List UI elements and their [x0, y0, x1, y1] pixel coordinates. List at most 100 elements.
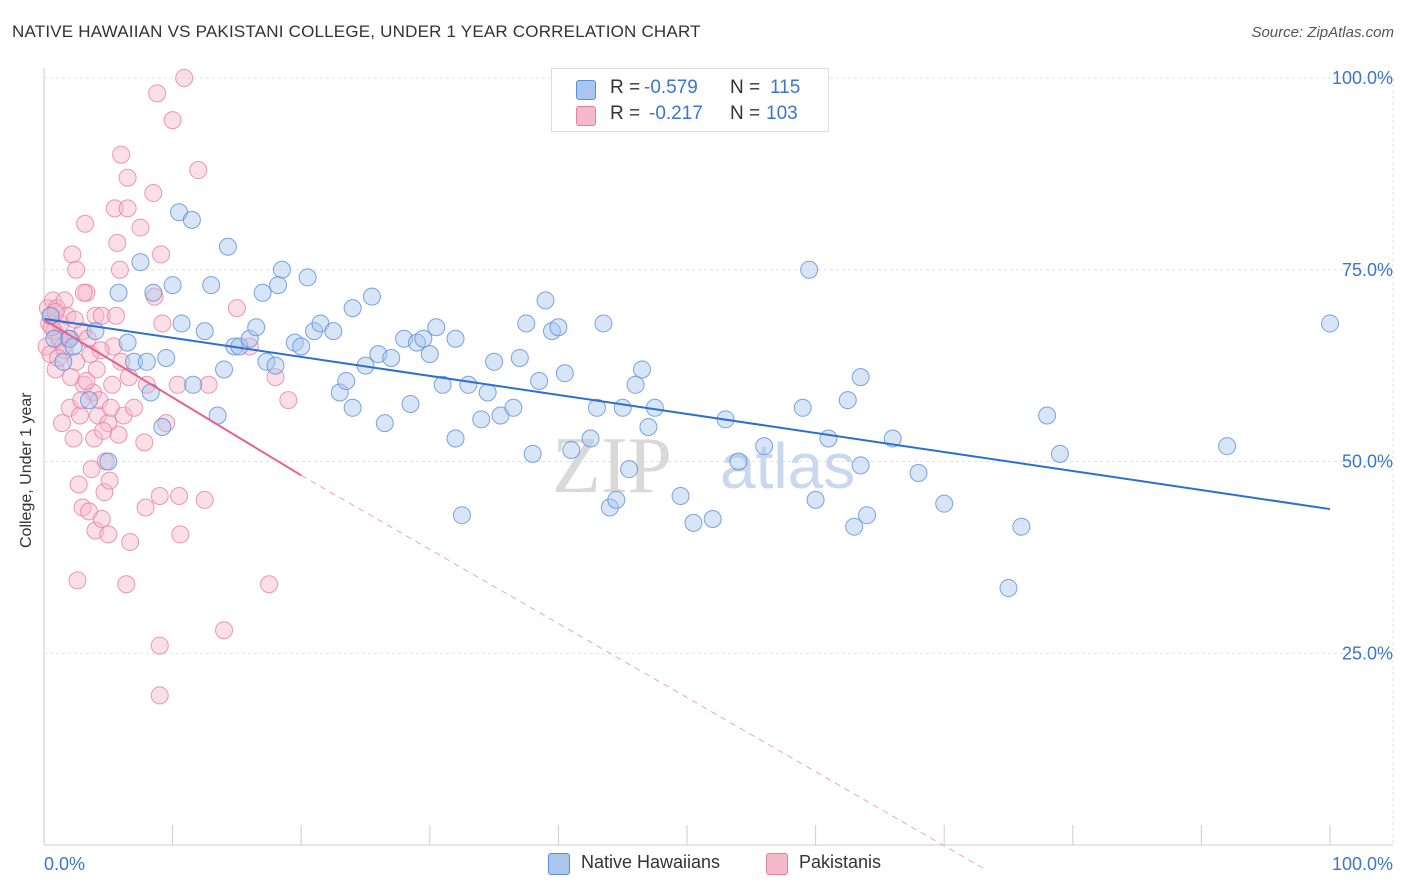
native-hawaiian-point	[613, 398, 632, 417]
native-hawaiian-point	[125, 352, 144, 371]
chart-source: Source: ZipAtlas.com	[1251, 24, 1394, 41]
pakistani-point	[121, 533, 140, 552]
pakistani-point	[125, 398, 144, 417]
native-hawaiian-point	[510, 348, 529, 367]
pakistani-point	[74, 283, 93, 302]
native-hawaiian-point	[562, 440, 581, 459]
pakistani-point	[112, 145, 131, 164]
native-hawaiian-point	[337, 371, 356, 390]
y-tick-label: 25.0%	[1342, 643, 1393, 663]
native-hawaiian-point	[478, 383, 497, 402]
axes	[43, 68, 1393, 846]
native-hawaiian-point	[1012, 517, 1031, 536]
pakistani-point	[92, 510, 111, 529]
pakistani-point	[86, 306, 105, 325]
native-hawaiian-point	[414, 329, 433, 348]
native-hawaiian-point	[427, 318, 446, 337]
pakistani-point	[118, 168, 137, 187]
bottom-legend-label: Native Hawaiians	[581, 852, 721, 872]
native-hawaiian-point	[343, 299, 362, 318]
pakistani-point	[109, 425, 128, 444]
native-hawaiian-point	[446, 429, 465, 448]
legend-r-label: R =	[610, 103, 641, 124]
native-hawaiian-trend-line	[43, 317, 1331, 511]
pakistani-point	[260, 575, 279, 594]
pakistani-point	[150, 636, 169, 655]
native-hawaiian-point	[269, 276, 288, 295]
native-hawaiian-point	[144, 283, 163, 302]
pakistani-point	[103, 375, 122, 394]
native-hawaiian-point	[800, 260, 819, 279]
pakistani-point	[68, 571, 87, 590]
y-tick-label: 75.0%	[1342, 260, 1393, 280]
native-hawaiian-point	[253, 283, 272, 302]
native-hawaiian-point	[1050, 444, 1069, 463]
pakistani-point	[107, 306, 126, 325]
native-hawaiian-point	[684, 513, 703, 532]
native-hawaiian-point	[1218, 437, 1237, 456]
pakistani-point	[150, 487, 169, 506]
native-hawaiian-point	[587, 398, 606, 417]
pakistani-point	[69, 475, 88, 494]
native-hawaiian-point	[504, 398, 523, 417]
pakistani-point	[65, 310, 84, 329]
native-hawaiian-point	[266, 356, 285, 375]
native-hawaiian-point	[459, 375, 478, 394]
trend-lines	[43, 317, 1331, 869]
native-hawaiian-point	[851, 456, 870, 475]
native-hawaiian-point	[999, 579, 1018, 598]
native-hawaiian-point	[137, 352, 156, 371]
native-hawaiian-point	[883, 429, 902, 448]
pakistani-point	[55, 341, 74, 360]
native-hawaiian-point	[131, 253, 150, 272]
pakistani-point	[53, 414, 72, 433]
native-hawaiian-point	[41, 306, 60, 325]
pakistani-point	[150, 686, 169, 705]
pakistani-point	[118, 199, 137, 218]
pakistani-point	[117, 575, 136, 594]
pakistani-point	[64, 429, 83, 448]
pakistani-point	[170, 487, 189, 506]
native-hawaiian-point	[729, 452, 748, 471]
x-tick-label: 100.0%	[1332, 854, 1393, 874]
native-hawaiian-point	[343, 398, 362, 417]
pakistani-point	[77, 371, 96, 390]
pakistani-point	[168, 375, 187, 394]
pakistani-point	[136, 498, 155, 517]
native-hawaiian-point	[858, 506, 877, 525]
pakistani-point	[152, 245, 171, 264]
pakistani-point	[108, 233, 127, 252]
pakistani-point	[72, 391, 91, 410]
native-hawaiian-point	[305, 322, 324, 341]
native-hawaiian-point	[600, 498, 619, 517]
pakistani-point	[82, 460, 101, 479]
watermark: ZIP atlas	[552, 422, 855, 510]
pakistani-point	[175, 69, 194, 87]
pakistani-point	[95, 483, 114, 502]
native-hawaiian-point	[157, 348, 176, 367]
native-hawaiian-point	[594, 314, 613, 333]
native-hawaiian-point	[195, 322, 214, 341]
pakistani-point	[91, 341, 110, 360]
native-hawaiians-points	[41, 203, 1339, 598]
pakistani-point	[42, 318, 61, 337]
x-tick-label: 0.0%	[44, 854, 85, 874]
pakistani-point	[189, 161, 208, 180]
watermark-atlas: atlas	[720, 430, 855, 502]
pakistani-point	[199, 375, 218, 394]
legend-r-label: R =	[610, 77, 641, 98]
native-hawaiian-point	[555, 364, 574, 383]
pakistani-point	[195, 490, 214, 509]
pakistani-point	[46, 360, 65, 379]
native-hawaiian-point	[298, 268, 317, 287]
legend-n-label: N =	[730, 77, 761, 98]
pakistani-point	[94, 421, 113, 440]
pakistani-point	[105, 199, 124, 218]
native-hawaiian-point	[530, 371, 549, 390]
native-hawaiian-point	[523, 444, 542, 463]
native-hawaiian-point	[806, 490, 825, 509]
pakistani-point	[215, 621, 234, 640]
native-hawaiian-point	[324, 322, 343, 341]
legend-n-value: 115	[770, 77, 801, 98]
